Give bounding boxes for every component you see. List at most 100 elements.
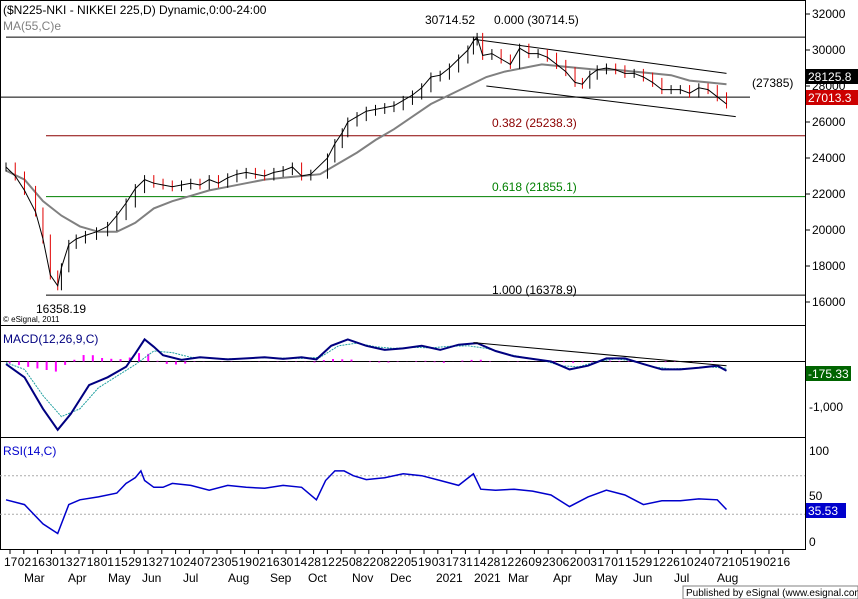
x-day-label-18: 02 — [252, 555, 266, 569]
macd-label: MACD(12,26,9,C) — [3, 332, 98, 346]
x-day-label-48: 26 — [666, 555, 680, 569]
x-month-label-12: Mar — [508, 571, 529, 585]
x-day-label-49: 10 — [680, 555, 694, 569]
price-y-tick-label-20000: 20000 — [812, 223, 846, 237]
x-month-label-1: Apr — [68, 571, 87, 585]
x-day-label-52: 21 — [722, 555, 736, 569]
resistance-label: (27385) — [752, 76, 793, 90]
x-month-label-14: May — [595, 571, 618, 585]
x-day-label-12: 10 — [170, 555, 184, 569]
x-day-label-36: 12 — [501, 555, 515, 569]
price-y-tick-label-30000: 30000 — [812, 43, 846, 57]
rsi-value-badge — [806, 503, 846, 518]
x-day-label-15: 23 — [211, 555, 225, 569]
x-day-label-47: 12 — [653, 555, 667, 569]
x-day-label-11: 27 — [156, 555, 170, 569]
x-day-label-53: 05 — [735, 555, 749, 569]
x-month-label-3: Jun — [142, 571, 161, 585]
channel-upper-line — [473, 38, 727, 74]
x-day-label-21: 14 — [294, 555, 308, 569]
x-month-label-8: Nov — [352, 571, 373, 585]
x-day-label-3: 30 — [45, 555, 59, 569]
x-day-label-16: 05 — [225, 555, 239, 569]
fib-0-label: 0.000 (30714.5) — [494, 13, 579, 27]
x-month-label-7: Oct — [308, 571, 327, 585]
price-y-tick-label-16000: 16000 — [812, 295, 846, 309]
chart-title: ($N225-NKI - NIKKEI 225,D) Dynamic,0:00-… — [3, 3, 267, 17]
x-day-label-19: 16 — [266, 555, 280, 569]
x-axis-ticks: 17 02 16 30 13 27 18 01 15 29 13 27 10 24 07 23 05 19 02 16… — [4, 550, 790, 585]
x-day-label-55: 02 — [763, 555, 777, 569]
last-price-badge — [806, 90, 858, 105]
price-y-tick-label-26000: 26000 — [812, 115, 846, 129]
x-day-label-46: 29 — [639, 555, 653, 569]
x-day-label-31: 03 — [432, 555, 446, 569]
x-day-label-54: 19 — [749, 555, 763, 569]
x-day-label-33: 31 — [459, 555, 473, 569]
x-day-label-26: 22 — [363, 555, 377, 569]
macd-panel-frame — [0, 325, 806, 438]
last-price-text: 27013.3 — [808, 91, 852, 105]
x-day-label-50: 24 — [694, 555, 708, 569]
x-day-label-20: 30 — [280, 555, 294, 569]
x-day-label-28: 22 — [390, 555, 404, 569]
x-day-label-34: 14 — [473, 555, 487, 569]
x-month-label-9: Dec — [390, 571, 411, 585]
x-month-label-4: Jul — [183, 571, 198, 585]
rsi-value-text: 35.53 — [808, 504, 838, 518]
price-y-tick-label-32000: 32000 — [812, 7, 846, 21]
x-day-label-51: 07 — [708, 555, 722, 569]
x-month-label-6: Sep — [270, 571, 292, 585]
x-month-label-11: 2021 — [474, 571, 501, 585]
fib-1-label: 1.000 (16378.9) — [492, 283, 577, 297]
x-day-label-30: 19 — [418, 555, 432, 569]
ma-label: MA(55,C)e — [3, 19, 61, 33]
x-day-label-56: 16 — [777, 555, 791, 569]
x-month-label-2: May — [108, 571, 131, 585]
x-day-label-40: 06 — [556, 555, 570, 569]
x-day-label-1: 02 — [18, 555, 32, 569]
x-day-label-39: 23 — [542, 555, 556, 569]
x-day-label-44: 01 — [611, 555, 625, 569]
x-day-label-7: 01 — [101, 555, 115, 569]
x-day-label-45: 15 — [625, 555, 639, 569]
x-day-label-6: 18 — [87, 555, 101, 569]
footer-bar — [682, 585, 858, 599]
y-axis-ticks: 1600018000200002200024000260002800030000… — [805, 7, 846, 309]
rsi-tick-50: 50 — [809, 489, 823, 503]
price-panel-frame — [0, 0, 806, 326]
x-day-label-8: 15 — [114, 555, 128, 569]
price-line — [5, 36, 727, 288]
x-day-label-24: 25 — [335, 555, 349, 569]
x-month-label-10: 2021 — [436, 571, 463, 585]
x-day-label-14: 07 — [197, 555, 211, 569]
price-series — [5, 32, 728, 291]
x-month-label-17: Aug — [717, 571, 738, 585]
price-y-tick-label-18000: 18000 — [812, 259, 846, 273]
x-day-label-17: 19 — [239, 555, 253, 569]
x-day-label-25: 08 — [349, 555, 363, 569]
ma-value-text: 28125.8 — [808, 70, 852, 84]
x-day-label-9: 29 — [128, 555, 142, 569]
x-day-label-43: 17 — [597, 555, 611, 569]
x-day-label-10: 13 — [142, 555, 156, 569]
footer-text: Published by eSignal (www.esignal.com) — [686, 588, 858, 599]
fibonacci-lines — [0, 36, 805, 296]
x-day-label-35: 28 — [487, 555, 501, 569]
x-day-label-29: 05 — [404, 555, 418, 569]
macd-line — [5, 337, 727, 432]
high-value-label: 30714.52 — [425, 13, 475, 27]
rsi-label: RSI(14,C) — [3, 444, 56, 458]
rsi-panel-frame — [0, 437, 806, 550]
ma-value-badge — [806, 69, 858, 84]
macd-series — [5, 337, 727, 432]
price-y-tick-label-24000: 24000 — [812, 151, 846, 165]
fib-618-label: 0.618 (21855.1) — [492, 180, 577, 194]
channel-lower-line — [486, 85, 736, 118]
x-month-label-5: Aug — [228, 571, 249, 585]
macd-trendline — [473, 342, 727, 367]
macd-tick-label: -1,000 — [809, 400, 843, 414]
macd-value-text: -175.33 — [808, 367, 849, 381]
x-month-label-13: Apr — [553, 571, 572, 585]
